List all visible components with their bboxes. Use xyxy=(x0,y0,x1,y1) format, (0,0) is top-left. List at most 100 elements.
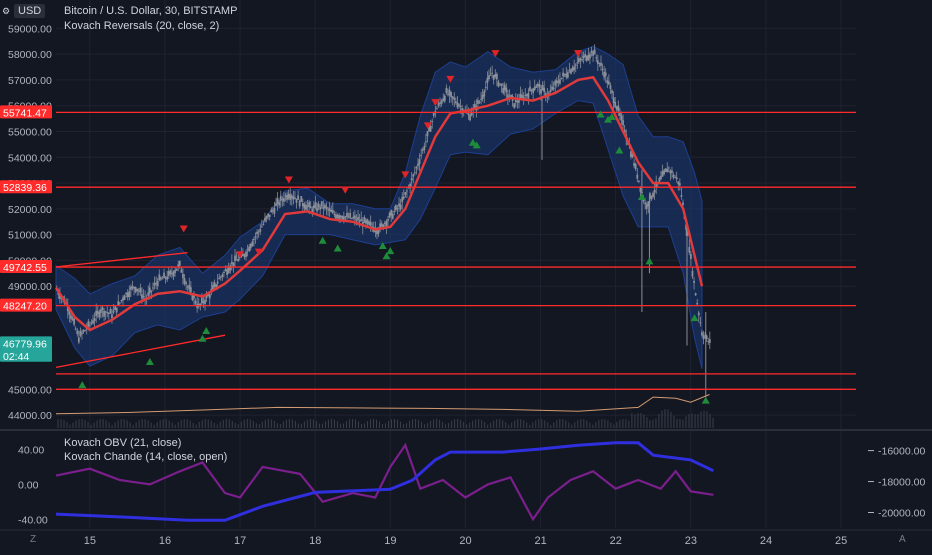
candle-body xyxy=(672,174,675,178)
candle-body xyxy=(548,92,550,95)
volume-bar xyxy=(712,417,714,428)
candle-body xyxy=(532,88,535,93)
currency-badge[interactable]: USD xyxy=(14,4,46,18)
candle-body xyxy=(281,199,284,201)
candle-body xyxy=(535,85,538,88)
volume-bar xyxy=(195,424,197,428)
candle-body xyxy=(112,310,115,313)
candle-body xyxy=(566,72,569,78)
volume-bar xyxy=(679,418,681,428)
candle-body xyxy=(385,220,388,227)
volume-bar xyxy=(300,423,302,428)
candle-body xyxy=(439,102,441,104)
candle-body xyxy=(114,306,117,311)
candle-body xyxy=(428,125,430,132)
volume-bar xyxy=(661,410,663,428)
buy-signal-marker xyxy=(198,334,207,342)
candle-body xyxy=(675,177,678,180)
auto-scale-icon[interactable]: A xyxy=(899,534,906,545)
candle-body xyxy=(592,51,594,56)
candle-body xyxy=(429,126,432,132)
candle-body xyxy=(128,291,131,297)
candle-body xyxy=(74,328,77,330)
volume-bar xyxy=(556,420,558,428)
candle-body xyxy=(251,241,254,247)
volume-bar xyxy=(568,422,570,428)
y-axis-tick-label: 45000.00 xyxy=(8,384,52,396)
candle-body xyxy=(267,213,270,217)
candle-body xyxy=(305,205,307,210)
volume-bar xyxy=(523,420,525,428)
price-label-box xyxy=(0,348,52,362)
volume-bar xyxy=(547,422,549,428)
volume-bar xyxy=(207,419,209,428)
volume-bar xyxy=(433,419,435,428)
volume-bar xyxy=(180,420,182,428)
candle-body xyxy=(294,197,296,199)
volume-bar xyxy=(436,419,438,428)
volume-bar xyxy=(78,419,80,428)
buy-signal-marker xyxy=(78,381,87,389)
volume-average-line xyxy=(55,394,710,415)
y-axis-tick-label: 51000.00 xyxy=(8,230,52,242)
volume-bar xyxy=(415,419,417,428)
candle-body xyxy=(647,201,650,207)
volume-bar xyxy=(463,421,465,428)
gear-icon[interactable]: ⚙ xyxy=(2,6,11,16)
volume-bar xyxy=(613,424,615,428)
candle-body xyxy=(243,254,246,258)
candle-body xyxy=(167,271,170,276)
candle-body xyxy=(565,73,568,78)
buy-signal-marker xyxy=(690,314,699,322)
candle-body xyxy=(262,223,265,225)
zoom-icon[interactable]: Z xyxy=(30,534,37,545)
volume-bar xyxy=(451,420,453,428)
candle-body xyxy=(579,58,582,61)
candle-body xyxy=(152,287,154,289)
buy-signal-marker xyxy=(472,141,481,149)
candle-body xyxy=(218,277,221,280)
candle-body xyxy=(707,341,710,343)
volume-bar xyxy=(114,422,116,428)
candle-body xyxy=(406,190,408,192)
sell-signal-marker xyxy=(423,122,432,130)
obv-line xyxy=(55,441,714,522)
volume-bar xyxy=(667,409,669,428)
volume-bar xyxy=(478,419,480,428)
volume-bar xyxy=(610,422,612,428)
candle-body xyxy=(470,112,473,116)
volume-bar xyxy=(532,422,534,428)
candle-body xyxy=(333,214,336,216)
candle-body xyxy=(568,70,571,72)
candle-body xyxy=(456,102,459,108)
volume-bar xyxy=(577,420,579,428)
candle-body xyxy=(584,53,587,57)
candle-body xyxy=(503,84,506,91)
x-axis-tick-label: 24 xyxy=(760,535,772,547)
obv-indicator-title[interactable]: Kovach OBV (21, close) xyxy=(64,437,182,449)
candle-body xyxy=(402,196,405,199)
candle-body xyxy=(581,59,583,61)
volume-bar xyxy=(222,419,224,428)
candle-body xyxy=(163,272,165,279)
volume-bar xyxy=(240,421,242,428)
candle-body xyxy=(177,264,180,268)
candle-body xyxy=(393,211,396,213)
volume-bar xyxy=(526,422,528,428)
candle-body xyxy=(701,332,703,336)
candle-body xyxy=(450,92,453,97)
volume-bar xyxy=(538,419,540,428)
indicator-title[interactable]: Kovach Reversals (20, close, 2) xyxy=(64,20,220,32)
volume-bar xyxy=(258,424,260,428)
candle-body xyxy=(410,178,413,181)
candle-body xyxy=(88,324,91,326)
candle-body xyxy=(350,218,353,220)
candle-body xyxy=(484,86,487,88)
candle-body xyxy=(77,337,80,343)
chande-indicator-title[interactable]: Kovach Chande (14, close, open) xyxy=(64,451,228,463)
candle-body xyxy=(95,310,98,317)
candle-body xyxy=(443,95,446,102)
candle-body xyxy=(234,255,236,262)
candle-body xyxy=(316,207,318,212)
